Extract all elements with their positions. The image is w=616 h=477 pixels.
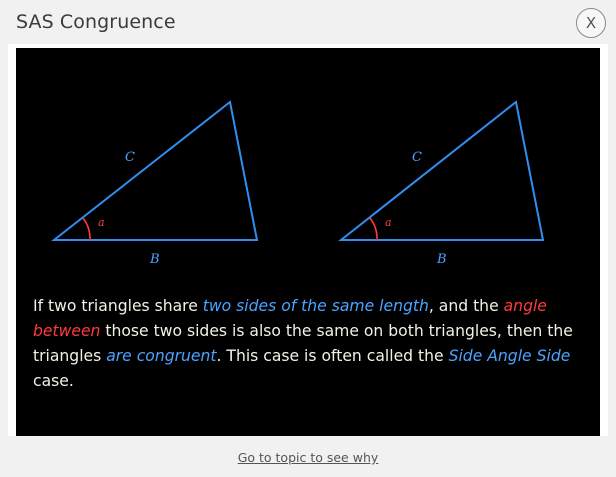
triangle-right-angle-label: a <box>385 216 392 229</box>
highlight-angle-between: angle between <box>33 297 547 340</box>
go-to-topic-link[interactable]: Go to topic to see why <box>237 450 379 465</box>
triangle-right: a C B <box>338 100 545 267</box>
highlight-side-angle-side: Side Angle Side <box>448 347 571 365</box>
triangle-left-shape <box>51 100 259 241</box>
close-button[interactable]: X <box>576 8 606 38</box>
triangle-left-side-c-label: C <box>125 150 135 165</box>
dialog-header: SAS Congruence X <box>0 0 616 48</box>
triangle-left-angle-arc <box>82 217 91 241</box>
description-text: If two triangles share two sides of the … <box>33 294 573 394</box>
triangle-left: a C B <box>51 100 259 267</box>
highlight-two-sides: two sides of the same length <box>202 297 429 315</box>
description-part-3: those two sides is also the same on both… <box>33 322 573 365</box>
triangles-figure: a C B a C B <box>51 100 545 267</box>
description-part-5: case. <box>33 372 74 390</box>
triangle-left-side-b-label: B <box>149 252 160 267</box>
triangle-right-side-c-label: C <box>412 150 422 165</box>
triangle-left-angle-label: a <box>98 216 105 229</box>
dialog-title: SAS Congruence <box>16 11 176 33</box>
description-part-4: . This case is often called the <box>216 347 449 365</box>
triangle-right-shape <box>338 100 545 241</box>
description-part-1: If two triangles share <box>33 297 203 315</box>
triangle-right-side-b-label: B <box>436 252 447 267</box>
highlight-are-congruent: are congruent <box>106 347 217 365</box>
figure-panel: a C B a C B If two triangles share two s… <box>16 48 600 436</box>
description-part-2: , and the <box>428 297 504 315</box>
triangle-right-angle-arc <box>369 217 378 241</box>
